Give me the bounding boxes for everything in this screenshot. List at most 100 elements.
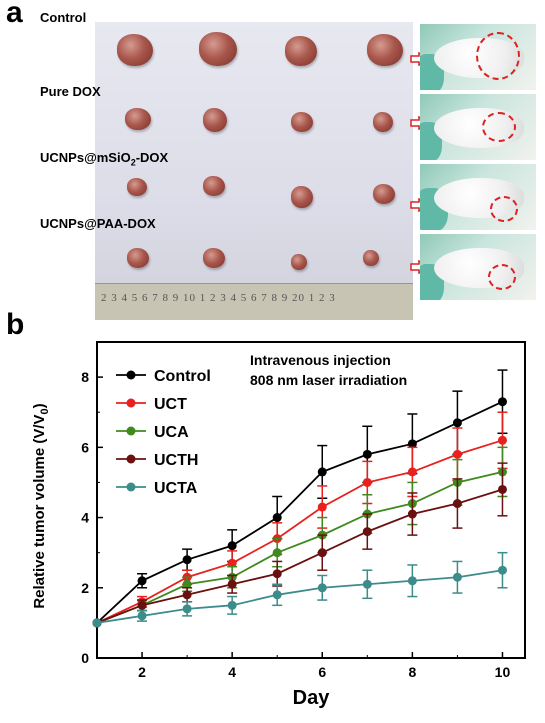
series-uct xyxy=(92,411,508,628)
tumor-puredox-4 xyxy=(373,112,393,132)
data-point xyxy=(182,590,192,600)
data-point xyxy=(272,590,282,600)
data-point xyxy=(317,502,327,512)
legend-item: UCT xyxy=(116,396,187,413)
y-axis-label: Relative tumor volume (V/V0) xyxy=(31,403,51,608)
group-label-paa-dox: UCNPs@PAA-DOX xyxy=(40,216,156,231)
legend: Control UCT UCA UCTH UCTA xyxy=(116,368,211,497)
tumor-control-3 xyxy=(285,36,317,66)
data-point xyxy=(452,499,462,509)
data-point xyxy=(407,467,417,477)
data-point xyxy=(497,435,507,445)
mouse-photo-msio2-dox xyxy=(420,164,536,230)
tumor-circle xyxy=(490,196,518,222)
y-tick-label: 0 xyxy=(81,650,89,666)
tumor-circle xyxy=(488,264,516,290)
y-tick-label: 8 xyxy=(81,369,89,385)
data-point xyxy=(362,477,372,487)
group-label-msio2-main: UCNPs@mSiO xyxy=(40,150,131,165)
tumor-paa-2 xyxy=(203,248,225,268)
mouse-photo-paa-dox xyxy=(420,234,536,300)
x-tick-label: 10 xyxy=(495,664,511,680)
legend-label: UCT xyxy=(154,396,187,413)
tumor-msio2-2 xyxy=(203,176,225,196)
series-line xyxy=(96,471,503,624)
panel-b-letter: b xyxy=(6,308,25,341)
data-point xyxy=(182,579,192,589)
x-tick-label: 4 xyxy=(228,664,236,680)
legend-label: UCTH xyxy=(154,452,198,469)
data-point xyxy=(407,576,417,586)
data-point xyxy=(227,558,237,568)
series-line xyxy=(96,439,503,624)
x-tick-label: 2 xyxy=(138,664,146,680)
group-label-control: Control xyxy=(40,10,87,25)
legend-marker xyxy=(126,482,136,492)
tumor-puredox-1 xyxy=(125,108,151,130)
mouse-photo-pure-dox xyxy=(420,94,536,160)
ruler-text: 2 3 4 5 6 7 8 9 10 1 2 3 4 5 6 7 8 9 20 … xyxy=(101,292,336,304)
data-point xyxy=(272,569,282,579)
data-point xyxy=(362,579,372,589)
y-tick-label: 2 xyxy=(81,580,89,596)
data-point xyxy=(137,611,147,621)
data-point xyxy=(272,513,282,523)
legend-label: Control xyxy=(154,368,211,385)
group-label-pure-dox: Pure DOX xyxy=(40,84,101,99)
group-label-msio2-sub: 2 xyxy=(130,157,136,168)
ruler: 2 3 4 5 6 7 8 9 10 1 2 3 4 5 6 7 8 9 20 … xyxy=(95,283,413,320)
legend-marker xyxy=(126,454,136,464)
x-tick-label: 8 xyxy=(408,664,416,680)
tumor-circle xyxy=(476,32,520,80)
annotation-line-2: 808 nm laser irradiation xyxy=(250,372,407,388)
legend-label: UCTA xyxy=(154,480,198,497)
data-point xyxy=(92,618,102,628)
tumor-paa-1 xyxy=(127,248,149,268)
data-point xyxy=(182,555,192,565)
tumor-control-2 xyxy=(199,32,237,66)
data-point xyxy=(227,600,237,610)
legend-label: UCA xyxy=(154,424,189,441)
tumor-circle xyxy=(482,112,516,142)
x-axis-label: Day xyxy=(293,687,331,709)
data-point xyxy=(362,449,372,459)
y-axis-label-tail: ) xyxy=(31,403,48,408)
data-point xyxy=(452,449,462,459)
tumor-control-4 xyxy=(367,34,403,66)
tumor-puredox-2 xyxy=(203,108,227,132)
panel-a-letter: a xyxy=(6,0,23,29)
tumor-msio2-1 xyxy=(127,178,147,196)
annotation-line-1: Intravenous injection xyxy=(250,352,391,368)
series-line xyxy=(96,569,503,624)
axes-box xyxy=(96,341,526,659)
group-label-msio2-tail: -DOX xyxy=(135,150,169,165)
y-axis-label-main: Relative tumor volume (V/V xyxy=(31,414,48,608)
data-point xyxy=(317,583,327,593)
data-point xyxy=(137,600,147,610)
mouse-photo-control xyxy=(420,24,536,90)
data-point xyxy=(497,565,507,575)
axis-ticks: 2 4 6 8 10 0 2 4 6 8 xyxy=(81,341,511,680)
tumor-puredox-3 xyxy=(291,112,313,132)
series-line xyxy=(96,400,503,624)
y-tick-label: 6 xyxy=(81,439,89,455)
data-point xyxy=(272,548,282,558)
series-ucth xyxy=(92,462,508,628)
data-point xyxy=(317,548,327,558)
group-label-msio2-dox: UCNPs@mSiO2-DOX xyxy=(40,150,168,168)
legend-item: UCTH xyxy=(116,452,198,469)
tumor-paa-3 xyxy=(291,254,307,270)
data-point xyxy=(407,439,417,449)
legend-marker xyxy=(126,398,136,408)
legend-marker xyxy=(126,370,136,380)
data-point xyxy=(452,418,462,428)
tumor-volume-chart: 2 4 6 8 10 0 2 4 6 8 Control UCT UCA UCTH UCTA Intrav… xyxy=(31,341,526,709)
data-point xyxy=(497,484,507,494)
tumor-msio2-4 xyxy=(373,184,395,204)
plot-frame xyxy=(96,341,526,659)
y-tick-label: 4 xyxy=(81,510,89,526)
data-point xyxy=(182,604,192,614)
series-uca xyxy=(92,446,508,628)
data-point xyxy=(407,509,417,519)
tumor-paa-4 xyxy=(363,250,379,266)
